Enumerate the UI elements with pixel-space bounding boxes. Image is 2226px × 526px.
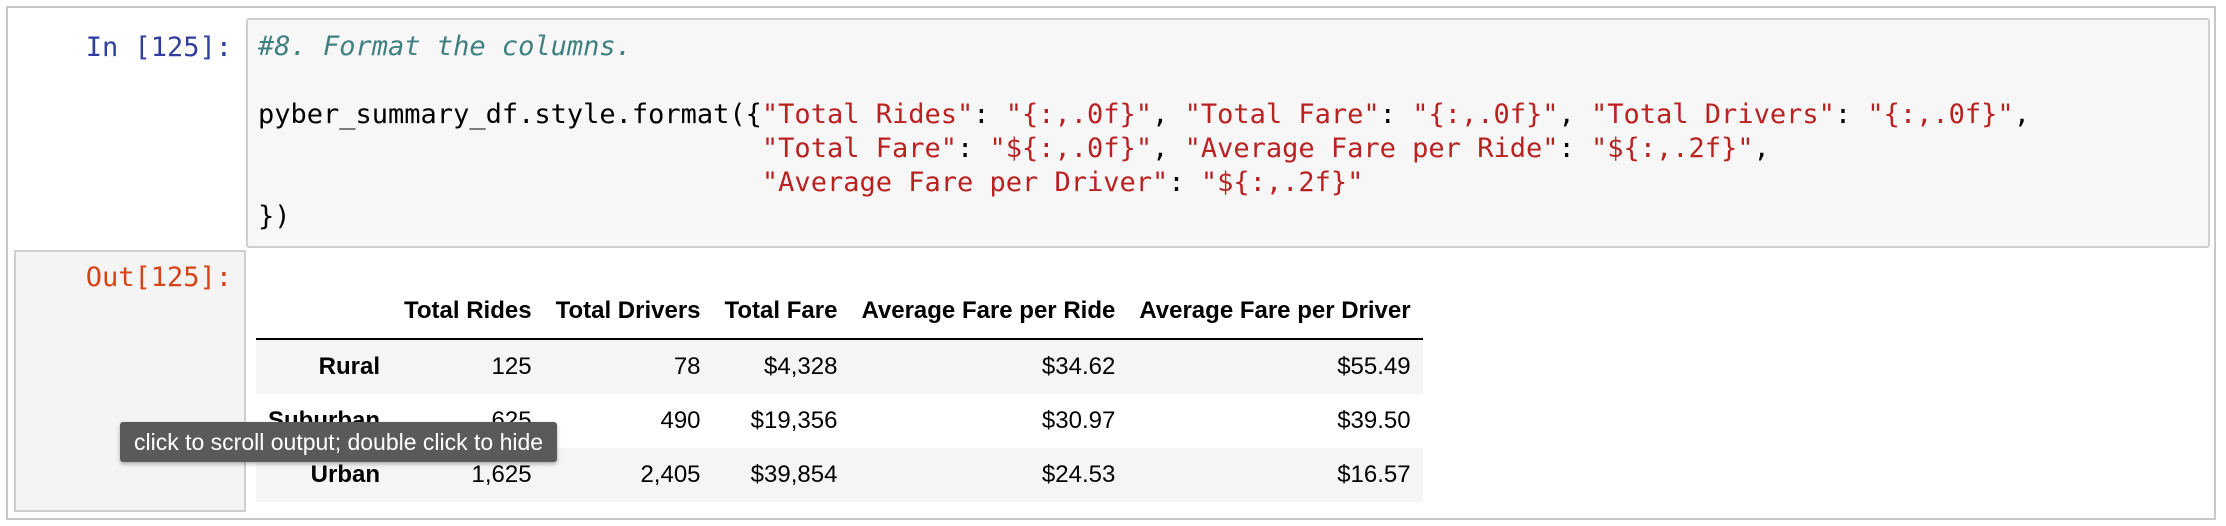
table-row: Rural 125 78 $4,328 $34.62 $55.49	[256, 339, 1423, 394]
output-prompt: Out[125]:	[85, 262, 232, 293]
table-cell: $55.49	[1337, 353, 1411, 380]
code-string: "${:,.2f}"	[1200, 167, 1364, 198]
table-cell: $24.53	[1041, 461, 1116, 488]
scroll-output-tooltip: click to scroll output; double click to …	[120, 422, 558, 462]
table-cell: $34.62	[1041, 353, 1116, 380]
table-cell: $39.50	[1337, 407, 1411, 434]
code-line-5: })	[258, 200, 2030, 234]
column-header: Average Fare per Driver	[1127, 284, 1423, 340]
column-header: Total Fare	[712, 284, 850, 340]
code-string: "Total Rides"	[761, 99, 974, 130]
code-editor[interactable]: #8. Format the columns. pyber_summary_df…	[246, 18, 2210, 248]
code-line-3: "Total Fare": "${:,.0f}", "Average Fare …	[258, 132, 2030, 166]
table-cell: 1,625	[471, 461, 532, 488]
column-header: Average Fare per Ride	[849, 284, 1128, 340]
row-index: Rural	[318, 353, 380, 380]
code-string: "Average Fare per Ride"	[1184, 133, 1559, 164]
code-line-2: pyber_summary_df.style.format({"Total Ri…	[258, 99, 2030, 130]
table-cell: $4,328	[764, 353, 838, 380]
table-header-row: Total Rides Total Drivers Total Fare Ave…	[256, 284, 1423, 340]
code-string: "Total Fare"	[1184, 99, 1380, 130]
table-cell: 2,405	[640, 461, 701, 488]
summary-table: Total Rides Total Drivers Total Fare Ave…	[256, 284, 1423, 502]
column-header: Total Drivers	[543, 284, 713, 340]
code-string: "{:,.0f}"	[1005, 99, 1153, 130]
code-comment: #8. Format the columns.	[258, 31, 632, 62]
code-token: })	[258, 201, 291, 232]
table-cell: 125	[491, 353, 532, 380]
code-string: "Average Fare per Driver"	[761, 167, 1169, 198]
code-line-4: "Average Fare per Driver": "${:,.2f}"	[258, 166, 2030, 200]
table-cell: 490	[660, 407, 701, 434]
column-header: Total Rides	[392, 284, 544, 340]
row-index: Urban	[310, 461, 380, 488]
index-header	[256, 284, 392, 340]
table-cell: $19,356	[750, 407, 838, 434]
input-prompt: In [125]:	[85, 32, 232, 63]
table-cell: $39,854	[750, 461, 838, 488]
code-string: "{:,.0f}"	[1412, 99, 1559, 130]
code-string: "{:,.0f}"	[1867, 99, 2014, 130]
code-indent	[258, 133, 762, 164]
output-scroll-gutter[interactable]	[14, 250, 246, 512]
code-line-blank	[258, 64, 2030, 98]
code-indent	[258, 167, 762, 198]
code-string: "Total Fare"	[761, 133, 957, 164]
code-string: "${:,.0f}"	[989, 133, 1153, 164]
table-cell: 78	[673, 353, 701, 380]
table-cell: $30.97	[1041, 407, 1116, 434]
code-token: pyber_summary_df.style.format({	[258, 99, 762, 130]
code-string: "Total Drivers"	[1591, 99, 1835, 130]
code-line-1: #8. Format the columns.	[258, 30, 2030, 64]
code-string: "${:,.2f}"	[1590, 133, 1754, 164]
table-cell: $16.57	[1337, 461, 1411, 488]
code-text[interactable]: #8. Format the columns. pyber_summary_df…	[258, 30, 2030, 234]
